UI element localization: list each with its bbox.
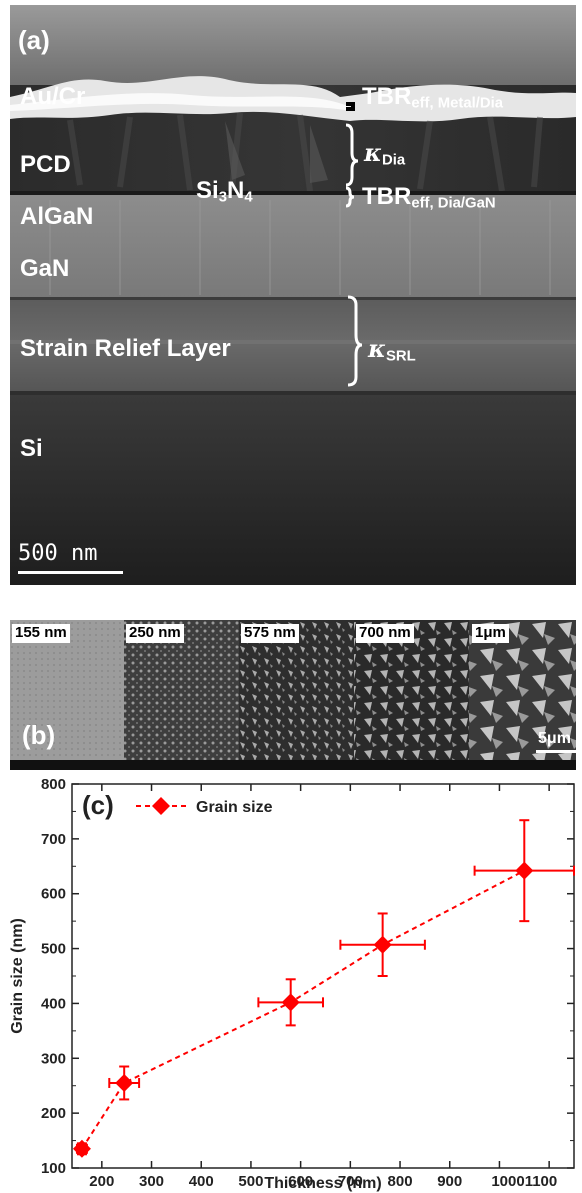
data-point-diamond: [72, 1139, 91, 1158]
tile-label-1um: 1μm: [472, 624, 509, 643]
y-tick-label: 100: [41, 1160, 66, 1177]
top-view-sem-strip: 155 nm 250 nm 575 nm 700 nm 1μm (b) 5μm: [10, 620, 576, 770]
layer-label-srl: Strain Relief Layer: [20, 335, 231, 362]
panel-c-letter: (c): [82, 790, 114, 820]
y-tick-label: 400: [41, 995, 66, 1012]
cross-section-sem-drawing: [10, 5, 576, 585]
data-point-diamond: [115, 1073, 134, 1092]
y-tick-label: 700: [41, 831, 66, 848]
x-tick-label: 900: [437, 1173, 462, 1190]
panel-b-letter: (b): [22, 720, 56, 750]
chart-legend: Grain size: [136, 797, 273, 816]
kappa-srl-label: κSRL: [368, 334, 416, 365]
cross-section-sem-image: (a) Au/Cr PCD AlGaN GaN Strain Relief La…: [10, 5, 576, 585]
x-tick-label: 700: [338, 1173, 363, 1190]
x-tick-label: 400: [189, 1173, 214, 1190]
scale-bar-b: [536, 750, 576, 753]
panel-a-letter: (a): [18, 25, 50, 55]
top-view-sem-drawing: [10, 620, 576, 770]
legend-marker: [152, 797, 170, 815]
x-tick-label: 200: [89, 1173, 114, 1190]
layer-label-si: Si: [20, 435, 43, 462]
tile-label-155nm: 155 nm: [12, 624, 70, 643]
y-tick-label: 200: [41, 1105, 66, 1122]
tile-label-250nm: 250 nm: [126, 624, 184, 643]
x-tick-label: 300: [139, 1173, 164, 1190]
data-point-diamond: [515, 861, 534, 880]
layer-label-pcd: PCD: [20, 151, 71, 178]
layer-label-metal: Au/Cr: [20, 83, 86, 110]
tile-label-700nm: 700 nm: [356, 624, 414, 643]
x-tick-label: 500: [238, 1173, 263, 1190]
tile-label-575nm: 575 nm: [241, 624, 299, 643]
x-axis-title: Thickness (nm): [264, 1175, 381, 1192]
y-axis-title: Grain size (nm): [9, 918, 26, 1034]
x-tick-label: 10001100: [491, 1173, 557, 1190]
grain-size-chart: 100 200 300 400 500 600 700 800 200 300 400 500 600 7…: [0, 770, 582, 1193]
scale-bar-label-a: 500 nm: [18, 541, 98, 566]
y-tick-label: 800: [41, 776, 66, 793]
legend-label: Grain size: [196, 799, 273, 816]
series-line: [81, 869, 525, 1150]
si3n4-label: Si3N4: [196, 177, 253, 206]
x-tick-label: 600: [288, 1173, 313, 1190]
x-tick-label: 800: [388, 1173, 413, 1190]
layer-label-algan: AlGaN: [20, 203, 94, 230]
tbr-dia-gan-label: TBReff, Dia/GaN: [362, 183, 496, 212]
data-point-diamond: [373, 935, 392, 954]
plot-frame: [71, 783, 575, 1169]
data-point-diamond: [281, 993, 300, 1012]
chart-svg: 100 200 300 400 500 600 700 800 200 300 400 500 600 7…: [9, 776, 575, 1192]
kappa-dia-label: κDia: [364, 138, 406, 169]
tbr-metal-dia-label: TBReff, Metal/Dia: [362, 83, 504, 112]
layer-label-gan: GaN: [20, 255, 70, 282]
y-tick-label: 600: [41, 886, 66, 903]
y-tick-label: 300: [41, 1050, 66, 1067]
y-tick-label: 500: [41, 941, 66, 958]
scale-bar-label-b: 5μm: [538, 730, 571, 747]
